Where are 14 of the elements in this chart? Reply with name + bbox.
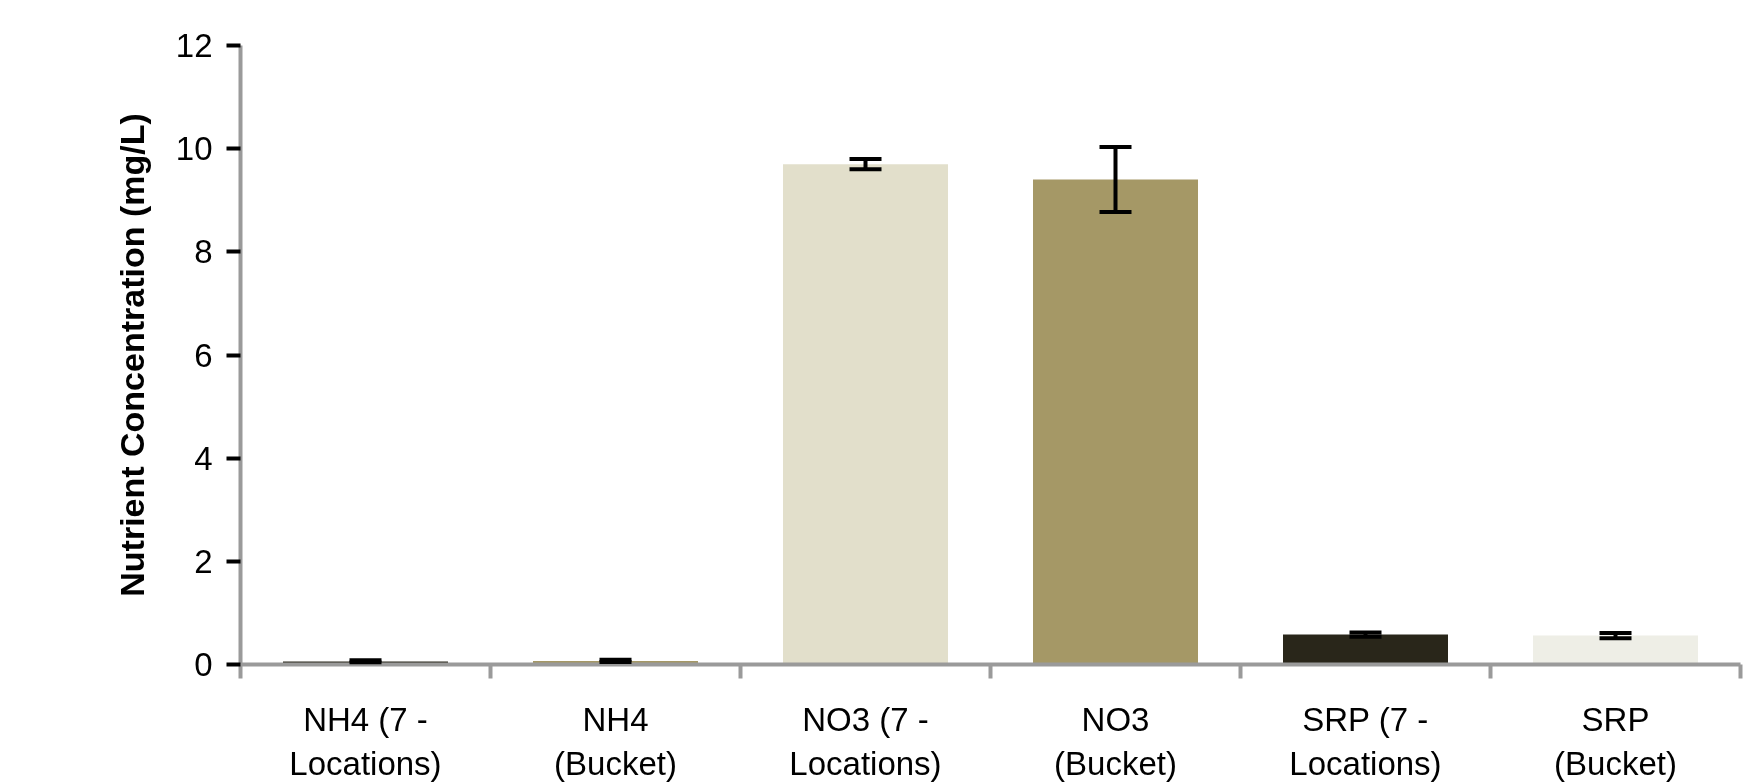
x-tick-label: SRP (7 - Locations): [1289, 700, 1442, 782]
x-tick-label: NH4 (Bucket): [554, 700, 677, 782]
x-tick-label: NO3 (7 - Locations): [789, 700, 942, 782]
x-tick-label: NH4 (7 - Locations): [289, 700, 442, 782]
y-tick-label: 4: [194, 439, 213, 477]
y-tick-label: 2: [194, 542, 213, 580]
y-axis-title: Nutrient Concentration (mg/L): [112, 113, 151, 597]
y-tick-label: 6: [194, 336, 213, 374]
y-tick-label: 8: [194, 233, 213, 271]
y-tick-label: 12: [175, 27, 213, 64]
x-tick-label: NO3 (Bucket): [1054, 700, 1177, 782]
y-tick-label: 0: [194, 646, 213, 683]
y-tick-label: 10: [175, 130, 213, 168]
x-tick-label: SRP (Bucket): [1554, 700, 1677, 782]
